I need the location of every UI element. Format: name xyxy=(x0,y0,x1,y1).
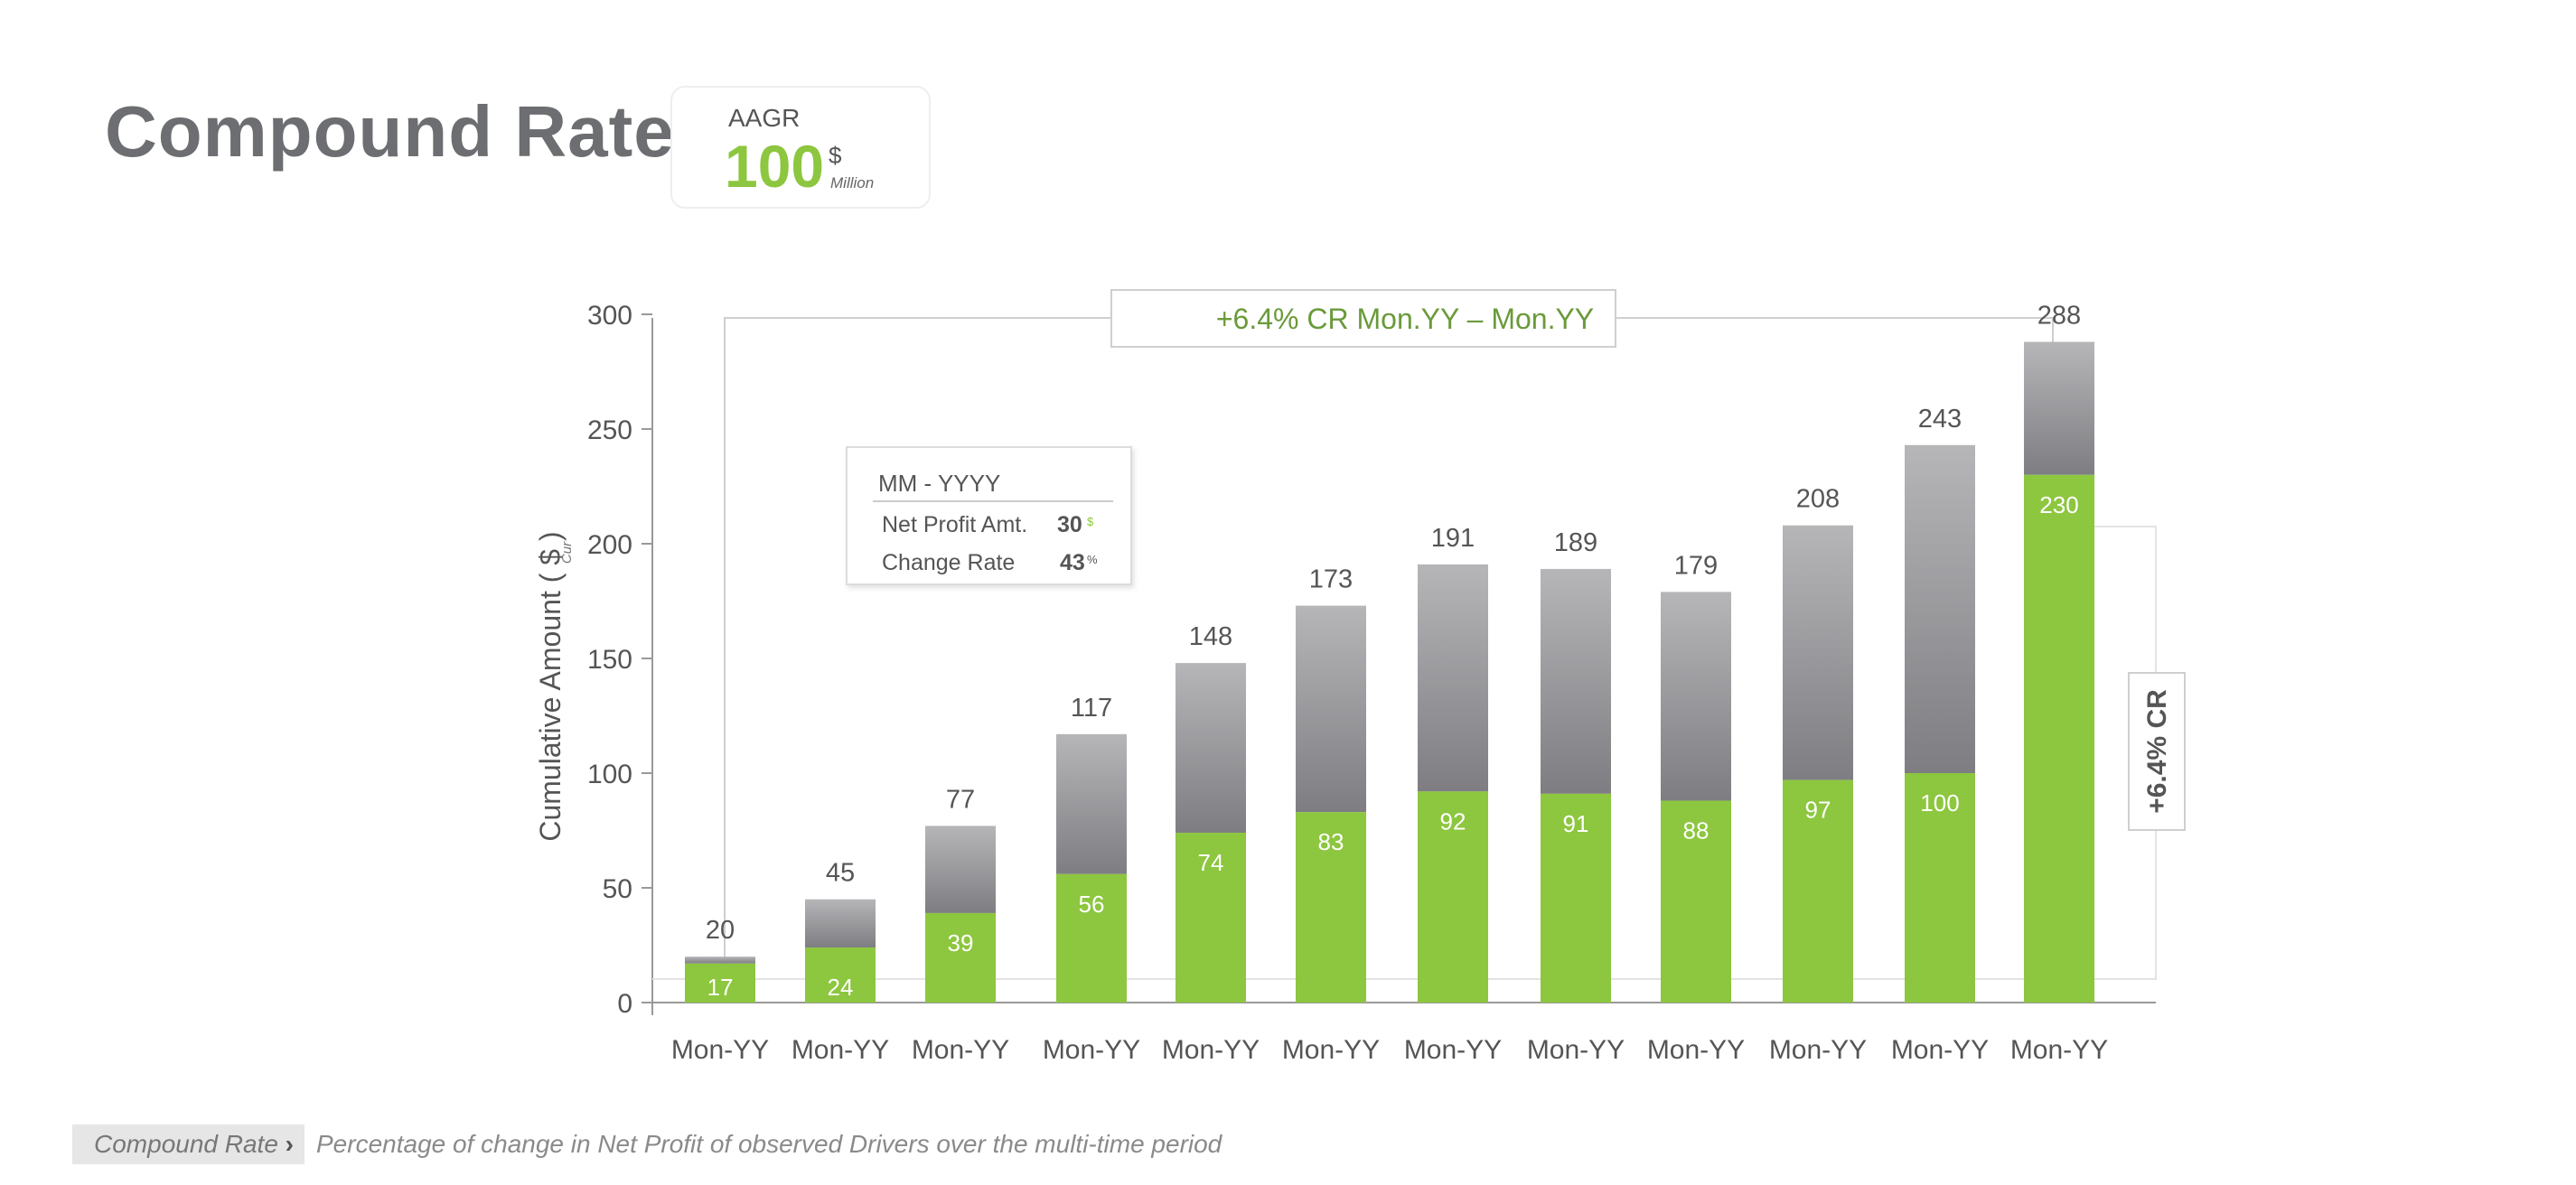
y-tick-label: 150 xyxy=(587,645,632,675)
bar-total-label: 189 xyxy=(1554,528,1597,557)
y-tick-label: 300 xyxy=(587,301,632,331)
x-tick-label: Mon-YY xyxy=(1647,1035,1745,1065)
bar-segment-green xyxy=(925,912,996,1003)
y-axis-label: Cumulative Amount ( $ ) xyxy=(534,531,567,841)
x-tick-label: Mon-YY xyxy=(1891,1035,1989,1065)
side-annotation: +6.4% CR xyxy=(2142,689,2172,814)
kpi-label: AAGR xyxy=(728,104,801,132)
footer-tag-label: Compound Rate xyxy=(94,1130,278,1158)
tooltip-row-value: 30 xyxy=(1057,512,1082,537)
bar-value-label: 17 xyxy=(707,974,734,1001)
bar-value-label: 97 xyxy=(1805,797,1831,824)
y-tick-label: 250 xyxy=(587,415,632,445)
bar-segment-gray xyxy=(1661,592,1731,801)
bar-segment-green xyxy=(1541,793,1611,1003)
bar-segment-gray xyxy=(1056,733,1127,874)
tooltip-row-value: 43 xyxy=(1060,550,1085,575)
bar-value-label: 56 xyxy=(1079,891,1105,918)
x-tick-label: Mon-YY xyxy=(1162,1035,1260,1065)
page-title: Compound Rate xyxy=(105,91,675,172)
bar-segment-green xyxy=(1296,812,1366,1003)
side-annotation-box xyxy=(2128,672,2186,831)
x-tick-label: Mon-YY xyxy=(1769,1035,1867,1065)
y-ticks: 0 50 100 150 200 250 300 xyxy=(587,301,652,1019)
y-axis-label-sub: Cur xyxy=(559,541,575,564)
tooltip-row-label: Change Rate xyxy=(882,550,1015,575)
bar-total-label: 288 xyxy=(2037,301,2081,330)
bar-total-label: 173 xyxy=(1309,565,1353,594)
bar-segment-gray xyxy=(685,956,755,964)
bar-segment-gray xyxy=(1296,605,1366,813)
footer-description: Percentage of change in Net Profit of ob… xyxy=(316,1130,1222,1158)
bar-segment-green xyxy=(685,963,755,1003)
bar-total-label: 208 xyxy=(1796,485,1840,514)
bar-total-label: 45 xyxy=(826,859,855,888)
bar-segment-green xyxy=(2024,474,2094,1003)
bar-total-label: 148 xyxy=(1189,622,1232,651)
tooltip xyxy=(846,446,1132,585)
kpi-unit: Million xyxy=(830,174,875,191)
x-tick-label: Mon-YY xyxy=(1404,1035,1502,1065)
kpi-value: 100 xyxy=(725,133,825,200)
footer-tag[interactable]: Compound Rate › xyxy=(72,1124,304,1164)
x-tick-label: Mon-YY xyxy=(792,1035,889,1065)
bar-total-label: 179 xyxy=(1674,551,1718,580)
x-tick-label: Mon-YY xyxy=(912,1035,1009,1065)
chevron-right-icon: › xyxy=(285,1130,294,1158)
y-axis-label-group: Cumulative Amount ( $ ) Cur xyxy=(534,531,575,841)
bar-segment-green xyxy=(1176,833,1246,1003)
y-tick-label: 0 xyxy=(617,989,632,1019)
x-tick-label: Mon-YY xyxy=(1282,1035,1380,1065)
bar-segment-gray xyxy=(805,899,876,948)
kpi-currency: $ xyxy=(829,142,842,169)
bar-segment-gray xyxy=(1176,663,1246,834)
bar-total-label: 77 xyxy=(946,785,975,814)
bar-segment-green xyxy=(1661,800,1731,1003)
bar-segment-gray xyxy=(1905,444,1975,773)
bar-value-label: 88 xyxy=(1683,816,1710,844)
bar-segment-green xyxy=(1056,873,1127,1003)
x-tick-label: Mon-YY xyxy=(1043,1035,1140,1065)
bar-value-label: 39 xyxy=(948,929,974,956)
x-tick-label: Mon-YY xyxy=(2010,1035,2108,1065)
y-tick-label: 50 xyxy=(603,874,632,904)
top-annotation: +6.4% CR Mon.YY – Mon.YY xyxy=(1216,303,1594,335)
bar-segment-green xyxy=(805,947,876,1003)
tooltip-row-unit: $ xyxy=(1087,515,1094,528)
bar-total-label: 117 xyxy=(1071,694,1112,723)
tooltip-row-label: Net Profit Amt. xyxy=(882,512,1027,537)
bar-total-label: 191 xyxy=(1431,524,1475,553)
bar-segment-gray xyxy=(925,826,996,913)
bars: 17 20 Mon-YY 24 45 Mon-YY 39 77 Mon-YY 56 117 Mon-Y… xyxy=(671,301,2108,1065)
bar-segment-gray xyxy=(1541,568,1611,794)
bar-total-label: 20 xyxy=(706,916,735,945)
kpi-card: AAGR 100 $ Million xyxy=(670,86,931,209)
y-tick-label: 100 xyxy=(587,760,632,789)
x-tick-label: Mon-YY xyxy=(671,1035,769,1065)
tooltip-box xyxy=(846,446,1132,585)
bar-value-label: 92 xyxy=(1440,807,1466,835)
tooltip-title: MM - YYYY xyxy=(878,470,1000,497)
top-annotation-box xyxy=(1110,289,1616,348)
bar-segment-green xyxy=(1783,779,1853,1003)
y-tick-label: 200 xyxy=(587,530,632,560)
bar-value-label: 83 xyxy=(1318,828,1344,855)
bar-value-label: 100 xyxy=(1920,789,1959,816)
bar-value-label: 91 xyxy=(1563,810,1589,837)
bar-value-label: 74 xyxy=(1198,849,1224,876)
bar-segment-green xyxy=(1905,773,1975,1003)
bar-segment-gray xyxy=(1418,564,1488,792)
bar-segment-gray xyxy=(2024,341,2094,475)
bar-value-label: 230 xyxy=(2039,491,2078,518)
bar-segment-gray xyxy=(1783,525,1853,780)
tooltip-row-unit: % xyxy=(1087,553,1098,566)
x-tick-label: Mon-YY xyxy=(1527,1035,1625,1065)
bar-total-label: 243 xyxy=(1918,405,1962,434)
bar-value-label: 24 xyxy=(828,974,854,1001)
top-bracket xyxy=(724,317,2054,986)
bar-segment-green xyxy=(1418,791,1488,1003)
